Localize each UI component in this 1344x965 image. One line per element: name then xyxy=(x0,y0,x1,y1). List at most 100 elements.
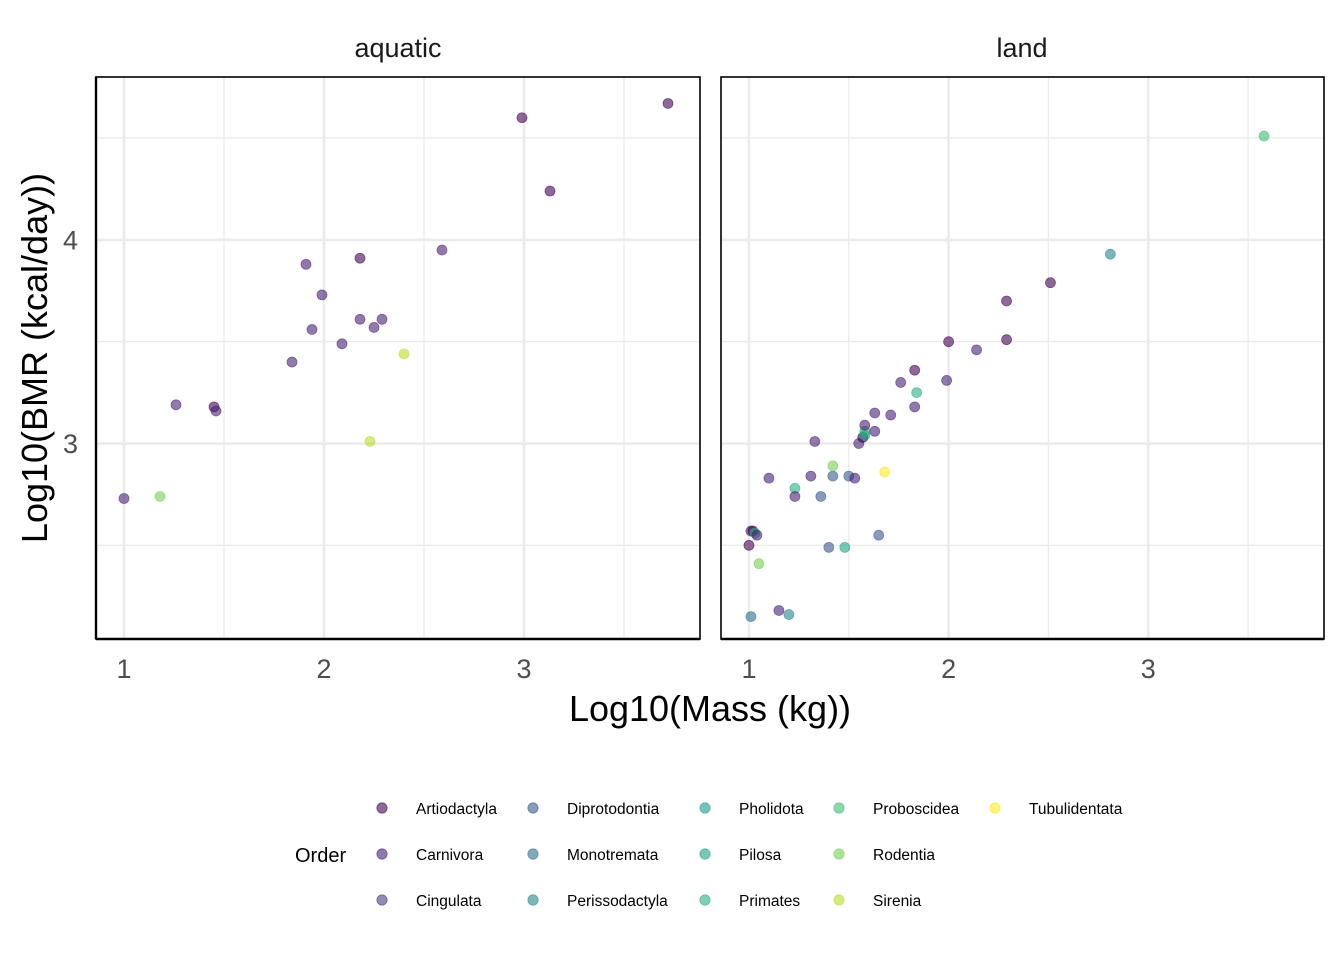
legend-label-tubulidentata: Tubulidentata xyxy=(1029,801,1123,818)
point-carnivora xyxy=(436,244,448,256)
legend-key-primates xyxy=(699,894,711,906)
point-carnivora xyxy=(368,322,380,333)
point-rodentia xyxy=(753,558,765,570)
legend-title: Order xyxy=(295,845,346,867)
point-carnivora xyxy=(971,344,982,356)
x-tick-label: 2 xyxy=(316,654,331,684)
point-carnivora xyxy=(805,470,817,482)
point-carnivora xyxy=(300,258,312,270)
point-artiodactyla xyxy=(943,336,955,348)
legend-label-perissodactyla: Perissodactyla xyxy=(567,893,668,910)
point-artiodactyla xyxy=(354,252,366,264)
legend-key-carnivora xyxy=(376,848,388,860)
point-artiodactyla xyxy=(1001,295,1012,307)
x-tick-label: 2 xyxy=(941,654,956,684)
point-diprotodontia xyxy=(827,470,839,482)
y-tick-label: 3 xyxy=(63,429,78,459)
point-artiodactyla xyxy=(1045,277,1056,289)
point-proboscidea xyxy=(1258,130,1270,142)
point-carnivora xyxy=(170,399,182,411)
point-artiodactyla xyxy=(1001,334,1012,346)
point-carnivora xyxy=(118,493,130,504)
legend-key-diprotodontia xyxy=(527,802,539,814)
point-artiodactyla xyxy=(516,112,528,124)
point-diprotodontia xyxy=(823,541,835,553)
legend-label-proboscidea: Proboscidea xyxy=(873,801,960,818)
point-carnivora xyxy=(869,407,881,419)
point-carnivora xyxy=(869,425,881,437)
point-carnivora xyxy=(941,374,953,386)
legend-label-diprotodontia: Diprotodontia xyxy=(567,801,660,818)
facet-title-land: land xyxy=(996,33,1047,63)
legend-items: Artiodactyla Carnivora Cingulata Diprotodon… xyxy=(376,801,1123,910)
point-monotremata xyxy=(745,611,757,623)
point-carnivora xyxy=(789,491,801,502)
x-axis-ticks: 1 2 3 1 2 3 xyxy=(116,654,1155,684)
y-axis-title: Log10(BMR (kcal/day)) xyxy=(14,173,55,543)
legend-label-cingulata: Cingulata xyxy=(416,893,482,910)
panel-aquatic xyxy=(94,76,701,641)
point-carnivora xyxy=(751,529,763,541)
point-perissodactyla xyxy=(1104,248,1116,260)
point-carnivora xyxy=(336,338,348,350)
point-perissodactyla xyxy=(783,609,795,620)
legend-key-monotremata xyxy=(527,848,539,860)
point-carnivora xyxy=(809,436,821,447)
point-sirenia xyxy=(364,436,376,447)
point-diprotodontia xyxy=(873,529,885,541)
panel-land xyxy=(720,76,1325,641)
legend-key-rodentia xyxy=(833,848,845,860)
legend-key-proboscidea xyxy=(833,802,845,814)
x-tick-label: 1 xyxy=(741,654,756,684)
point-carnivora xyxy=(773,605,785,616)
point-carnivora xyxy=(849,472,861,484)
point-diprotodontia xyxy=(815,491,827,502)
legend-key-pholidota xyxy=(699,802,711,814)
legend-label-primates: Primates xyxy=(739,893,800,910)
legend-key-perissodactyla xyxy=(527,894,539,906)
point-carnivora xyxy=(895,377,907,388)
panel-border xyxy=(720,76,1325,640)
facet-title-aquatic: aquatic xyxy=(354,33,441,63)
point-carnivora xyxy=(354,313,366,325)
y-tick-label: 4 xyxy=(63,225,78,255)
x-tick-label: 3 xyxy=(1141,654,1156,684)
legend-label-monotremata: Monotremata xyxy=(567,847,659,864)
legend-label-artiodactyla: Artiodactyla xyxy=(416,801,497,818)
point-artiodactyla xyxy=(662,98,674,109)
point-carnivora xyxy=(909,401,921,413)
point-pilosa xyxy=(839,541,851,553)
point-carnivora xyxy=(763,472,775,484)
legend: Order Artiodactyla Carnivora Cingulata Dipr… xyxy=(295,801,1123,910)
point-artiodactyla xyxy=(909,364,921,376)
point-artiodactyla xyxy=(743,539,755,551)
legend-key-sirenia xyxy=(833,894,845,906)
x-axis-title: Log10(Mass (kg)) xyxy=(569,688,851,729)
point-carnivora xyxy=(376,313,388,325)
point-carnivora xyxy=(306,324,318,335)
legend-key-tubulidentata xyxy=(989,802,1001,814)
panel-border xyxy=(95,76,701,640)
point-carnivora xyxy=(316,289,328,301)
point-carnivora xyxy=(286,356,298,368)
y-axis-ticks: 34 xyxy=(63,225,78,459)
point-primates xyxy=(911,387,923,399)
x-tick-label: 1 xyxy=(116,654,131,684)
legend-label-sirenia: Sirenia xyxy=(873,893,922,910)
point-carnivora xyxy=(859,419,871,431)
point-sirenia xyxy=(398,348,410,360)
legend-key-cingulata xyxy=(376,894,388,906)
point-rodentia xyxy=(154,491,166,502)
point-carnivora xyxy=(885,409,897,421)
legend-label-carnivora: Carnivora xyxy=(416,847,484,864)
point-tubulidentata xyxy=(879,466,891,478)
point-carnivora xyxy=(210,405,222,417)
legend-key-pilosa xyxy=(699,848,711,860)
point-rodentia xyxy=(827,460,839,472)
legend-label-pilosa: Pilosa xyxy=(739,847,782,864)
x-tick-label: 3 xyxy=(516,654,531,684)
legend-label-rodentia: Rodentia xyxy=(873,847,935,864)
legend-key-artiodactyla xyxy=(376,802,388,814)
point-artiodactyla xyxy=(544,185,556,197)
